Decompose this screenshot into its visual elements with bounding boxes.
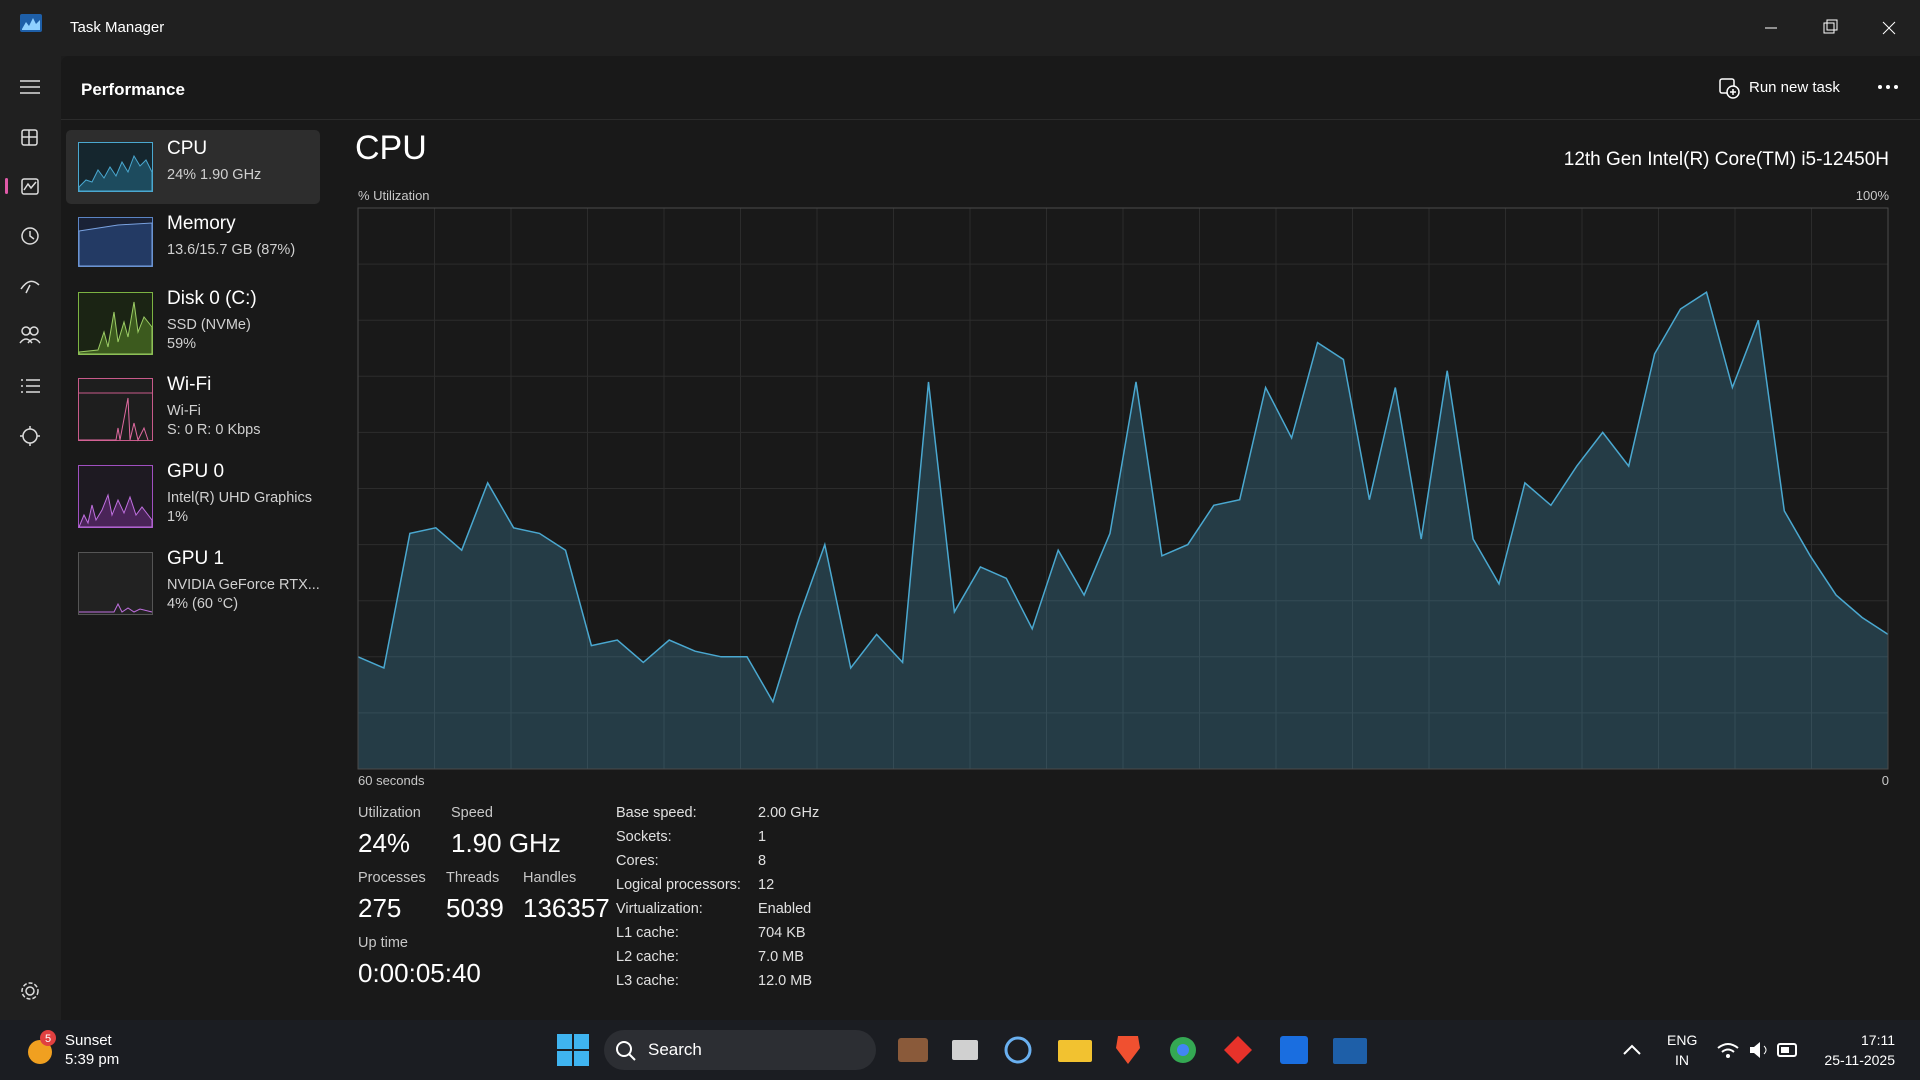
spec-value: 704 KB <box>758 925 806 941</box>
run-new-task[interactable]: Run new task <box>1749 79 1840 96</box>
resource-gpu1[interactable]: GPU 1 NVIDIA GeForce RTX... 4% (60 °C) <box>66 540 320 615</box>
resource-detail: 4% (60 °C) <box>167 596 239 612</box>
resource-wifi[interactable]: Wi-Fi Wi-Fi S: 0 R: 0 Kbps <box>66 366 320 442</box>
spec-label: L3 cache: <box>616 973 679 989</box>
spec-value: 7.0 MB <box>758 949 804 965</box>
resource-detail: S: 0 R: 0 Kbps <box>167 422 261 438</box>
page-title: Performance <box>81 80 185 99</box>
stat-label: Speed <box>451 805 493 821</box>
start-button[interactable] <box>555 1032 591 1068</box>
stat-value: 275 <box>358 893 402 923</box>
stat-value: 1.90 GHz <box>451 828 561 858</box>
clock-date: 25-11-2025 <box>1824 1052 1895 1068</box>
resource-memory[interactable]: Memory 13.6/15.7 GB (87%) <box>66 205 320 279</box>
resource-detail: Intel(R) UHD Graphics <box>167 490 313 506</box>
spec-label: Virtualization: <box>616 901 703 917</box>
spec-label: Cores: <box>616 853 659 869</box>
spec-value: 12.0 MB <box>758 973 812 989</box>
taskbar-apps[interactable] <box>890 1028 1370 1076</box>
thumbnail <box>78 465 153 528</box>
spec-label: L1 cache: <box>616 925 679 941</box>
run-task-icon[interactable] <box>1718 77 1740 99</box>
resource-disk[interactable]: Disk 0 (C:) SSD (NVMe) 59% <box>66 280 320 355</box>
weather-title: Sunset <box>65 1032 112 1049</box>
stat-label: Handles <box>523 870 577 886</box>
thumbnail <box>78 217 153 267</box>
cpu-model: 12th Gen Intel(R) Core(TM) i5-12450H <box>1564 149 1889 170</box>
stat-label: Utilization <box>358 805 421 821</box>
search-box[interactable] <box>604 1030 876 1070</box>
clock-time: 17:11 <box>1861 1032 1895 1048</box>
resource-detail: 13.6/15.7 GB (87%) <box>167 242 296 258</box>
spec-value: 1 <box>758 829 767 845</box>
chart-title: CPU <box>355 130 427 167</box>
nav-rail <box>0 56 61 1020</box>
thumbnail <box>78 552 153 615</box>
resource-detail: NVIDIA GeForce RTX... <box>167 577 320 593</box>
separator <box>61 119 1920 120</box>
resource-detail: 1% <box>167 509 188 525</box>
search-icon <box>616 1041 636 1061</box>
resource-detail: SSD (NVMe) <box>167 317 251 333</box>
resource-detail: 59% <box>167 336 197 352</box>
weather-badge: 5 <box>45 1033 51 1045</box>
x-start-label: 60 seconds <box>358 773 425 788</box>
resource-cpu[interactable]: CPU 24% 1.90 GHz <box>66 130 320 204</box>
spec-value: 12 <box>758 877 775 893</box>
window-title: Task Manager <box>70 19 165 36</box>
spec-value: 8 <box>758 853 767 869</box>
stat-label: Processes <box>358 870 426 886</box>
weather-time: 5:39 pm <box>65 1051 120 1068</box>
spec-label: Logical processors: <box>616 877 741 893</box>
resource-gpu0[interactable]: GPU 0 Intel(R) UHD Graphics 1% <box>66 453 320 528</box>
spec-label: L2 cache: <box>616 949 679 965</box>
x-end-label: 0 <box>1882 773 1889 788</box>
stat-value: 0:00:05:40 <box>358 958 481 988</box>
resource-name: Wi-Fi <box>167 374 212 395</box>
system-tray[interactable] <box>1618 1038 1808 1064</box>
spec-label: Base speed: <box>616 805 697 821</box>
stat-value: 136357 <box>523 893 610 923</box>
spec-label: Sockets: <box>616 829 672 845</box>
stat-value: 5039 <box>446 893 504 923</box>
resource-name: CPU <box>167 138 208 159</box>
stat-label: Up time <box>358 935 408 951</box>
nav-icons[interactable] <box>0 56 61 1020</box>
thumbnail <box>78 378 153 442</box>
taskbar: 5 Sunset 5:39 pm Search ENG IN 17:11 25-… <box>0 1020 1920 1080</box>
spec-value: Enabled <box>758 901 812 917</box>
stat-value: 24% <box>358 828 411 858</box>
search-text: Search <box>648 1040 702 1059</box>
thumbnail <box>78 142 153 192</box>
resource-detail: Wi-Fi <box>167 403 201 419</box>
app-icon <box>20 14 42 32</box>
language: ENG <box>1667 1032 1698 1048</box>
resource-name: GPU 1 <box>167 548 225 569</box>
resource-name: Memory <box>167 213 236 234</box>
window-controls[interactable] <box>1755 10 1915 46</box>
y-max-label: 100% <box>1856 188 1890 203</box>
region: IN <box>1675 1052 1689 1068</box>
more-button[interactable] <box>1876 80 1902 94</box>
area-line <box>357 291 1889 704</box>
weather-icon[interactable]: 5 <box>20 1028 60 1068</box>
plot-border <box>357 207 1889 770</box>
y-axis-label: % Utilization <box>358 188 430 203</box>
resource-detail: 24% 1.90 GHz <box>167 167 262 183</box>
resource-name: Disk 0 (C:) <box>167 288 257 309</box>
thumbnail <box>78 292 153 355</box>
cpu-chart: CPU 12th Gen Intel(R) Core(TM) i5-12450H… <box>355 130 1890 788</box>
resource-name: GPU 0 <box>167 461 225 482</box>
stat-label: Threads <box>446 870 500 886</box>
title-bar: Task Manager <box>0 0 1920 56</box>
area-fill <box>358 292 1888 769</box>
spec-value: 2.00 GHz <box>758 805 820 821</box>
